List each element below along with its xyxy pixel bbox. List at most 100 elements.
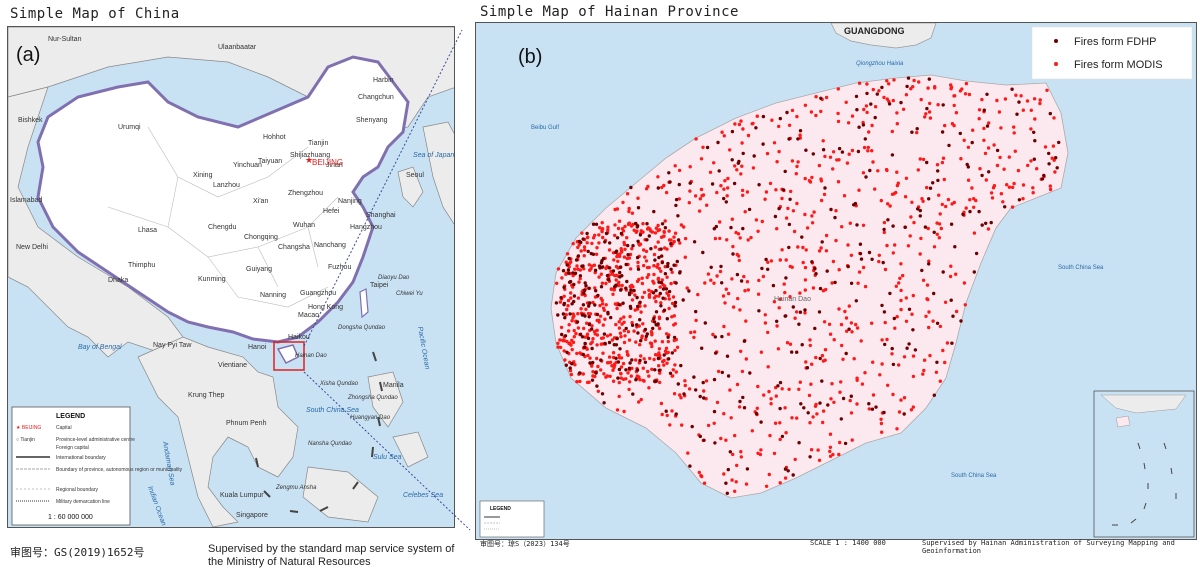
- fire-point: [878, 373, 882, 377]
- fire-point: [650, 367, 654, 371]
- fire-point: [821, 139, 825, 143]
- fire-point: [1054, 156, 1058, 160]
- fire-point: [997, 110, 1002, 114]
- fire-point: [602, 372, 606, 376]
- fire-point: [908, 234, 912, 238]
- fire-point: [911, 405, 915, 409]
- city-label: Seoul: [406, 172, 424, 179]
- fire-point: [940, 202, 944, 207]
- fire-point: [559, 296, 563, 300]
- fire-point: [769, 259, 774, 263]
- panel-label-b: (b): [518, 46, 542, 68]
- fire-point: [1019, 94, 1023, 98]
- fire-point: [806, 411, 810, 415]
- fire-point: [635, 368, 640, 372]
- fire-point: [952, 123, 956, 128]
- fire-point: [995, 148, 1000, 153]
- fire-point: [782, 282, 786, 286]
- city-label: Chengdu: [208, 224, 237, 231]
- fire-point: [977, 117, 981, 121]
- fire-point: [659, 304, 663, 308]
- fire-point: [676, 214, 680, 218]
- fire-point: [657, 326, 662, 331]
- fire-point: [658, 380, 662, 385]
- fire-point: [656, 240, 660, 244]
- fire-point: [657, 347, 662, 351]
- fire-point: [561, 269, 566, 273]
- fire-point: [644, 337, 648, 342]
- fire-point: [669, 267, 673, 271]
- fire-point: [577, 239, 582, 244]
- fire-point: [867, 402, 871, 406]
- fire-point: [694, 388, 698, 392]
- fire-point: [632, 288, 636, 293]
- fire-point: [683, 383, 687, 388]
- fire-point: [902, 396, 907, 400]
- fire-point: [972, 205, 976, 209]
- fire-point: [922, 358, 927, 362]
- fire-point: [568, 366, 572, 370]
- fire-point: [680, 423, 684, 427]
- fire-point: [902, 412, 906, 416]
- fire-point: [726, 374, 731, 378]
- fire-point: [826, 403, 830, 407]
- fire-point: [739, 172, 743, 176]
- fire-point: [880, 362, 884, 366]
- fire-point: [921, 372, 925, 376]
- fire-point: [573, 363, 577, 367]
- fire-point: [632, 329, 636, 333]
- fire-point: [566, 298, 571, 303]
- fire-point: [692, 335, 696, 340]
- fire-point: [797, 322, 801, 326]
- fire-point: [683, 379, 687, 383]
- fire-point: [847, 152, 851, 156]
- fire-point: [652, 252, 657, 257]
- legend-item: Boundary of province, autonomous region …: [56, 467, 183, 473]
- fire-point: [833, 280, 837, 285]
- china-map-frame: Ulaanbaatar Harbin Changchun Shenyang Ho…: [7, 26, 455, 528]
- hainan-map: GUANGDONG Qiongzhou Haixia Beibu Gulf So…: [476, 23, 1196, 539]
- fire-point: [636, 260, 640, 265]
- fire-point: [717, 169, 721, 173]
- fire-point: [759, 420, 763, 424]
- fire-point: [790, 265, 794, 269]
- fire-point: [563, 334, 568, 338]
- fire-point: [854, 299, 858, 303]
- city-label: Hanoi: [248, 344, 267, 351]
- fire-point: [808, 180, 813, 184]
- fire-point: [666, 335, 670, 339]
- fire-point: [619, 365, 624, 369]
- fire-point: [663, 284, 667, 288]
- fire-point: [788, 197, 792, 201]
- fire-point: [775, 227, 779, 231]
- fire-point: [590, 378, 595, 382]
- fire-point: [743, 289, 747, 293]
- fire-point: [586, 336, 591, 341]
- fire-point: [856, 281, 860, 285]
- fire-point: [837, 146, 842, 151]
- capital-marker: ★ BEIJING: [305, 155, 343, 167]
- fire-point: [704, 379, 709, 383]
- fire-point: [576, 312, 580, 316]
- fire-point: [724, 200, 728, 204]
- fire-point: [867, 250, 872, 255]
- fire-point: [814, 113, 818, 118]
- fire-point: [713, 441, 717, 445]
- fire-point: [575, 264, 579, 268]
- fire-point: [706, 423, 711, 428]
- fire-point: [607, 355, 612, 359]
- fire-point: [621, 200, 625, 205]
- fire-point: [570, 338, 574, 342]
- fire-point: [652, 320, 657, 324]
- fire-point: [650, 344, 654, 349]
- fire-point: [659, 269, 663, 273]
- fire-point: [700, 474, 704, 479]
- fire-point: [949, 87, 953, 91]
- fire-point: [617, 219, 622, 223]
- fire-point: [746, 288, 750, 292]
- fire-point: [794, 310, 799, 314]
- fire-point: [590, 264, 594, 268]
- fire-point: [836, 111, 840, 116]
- fire-point: [653, 339, 657, 343]
- fire-point: [740, 188, 745, 193]
